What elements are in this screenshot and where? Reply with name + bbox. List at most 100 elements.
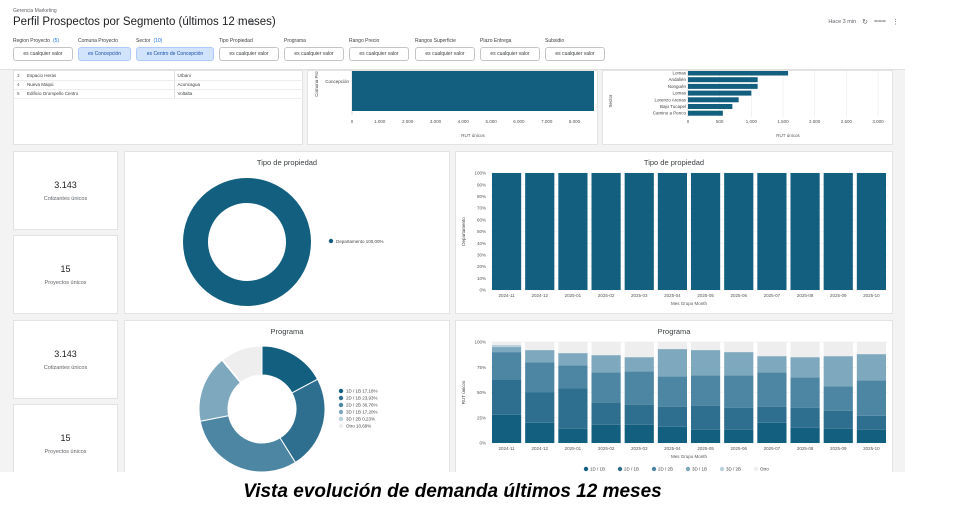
bar-segment[interactable] bbox=[624, 371, 654, 405]
bar-segment[interactable] bbox=[823, 386, 853, 411]
filter-value-chip[interactable]: es cualquier valor bbox=[13, 47, 73, 61]
bar-segment[interactable] bbox=[525, 392, 555, 423]
bar-segment[interactable] bbox=[525, 362, 555, 393]
bar-segment[interactable] bbox=[558, 388, 588, 429]
more-options-icon[interactable]: ⋮ bbox=[892, 19, 899, 26]
filter-value-chip[interactable]: es cualquier valor bbox=[349, 47, 409, 61]
bar-segment[interactable] bbox=[525, 350, 555, 363]
bar-segment[interactable] bbox=[690, 342, 721, 351]
sector-bar[interactable] bbox=[688, 110, 723, 116]
bar-segment[interactable] bbox=[558, 365, 588, 389]
bar-segment[interactable] bbox=[790, 427, 820, 443]
bar-segment[interactable] bbox=[624, 357, 654, 372]
bar-segment[interactable] bbox=[624, 404, 654, 425]
bar-segment[interactable] bbox=[724, 429, 754, 443]
bar-segment[interactable] bbox=[657, 349, 688, 377]
bar-segment[interactable] bbox=[856, 415, 887, 430]
bar-segment[interactable] bbox=[591, 355, 621, 373]
sector-bar[interactable] bbox=[688, 77, 758, 83]
filter-value-chip[interactable]: es Concepción bbox=[78, 47, 131, 61]
filter-value-chip[interactable]: es cualquier valor bbox=[480, 47, 540, 61]
bar-segment[interactable] bbox=[591, 173, 621, 290]
bar-segment[interactable] bbox=[823, 428, 853, 443]
bar-segment[interactable] bbox=[491, 342, 522, 346]
slice-departamento[interactable] bbox=[183, 178, 311, 306]
sector-bar[interactable] bbox=[688, 90, 752, 96]
bar-segment[interactable] bbox=[491, 347, 522, 353]
filter-value-chip[interactable]: es cualquier valor bbox=[545, 47, 605, 61]
bar-segment[interactable] bbox=[757, 342, 787, 357]
bar-segment[interactable] bbox=[657, 426, 688, 443]
sector-bar[interactable] bbox=[688, 97, 739, 103]
bar-segment[interactable] bbox=[790, 407, 820, 428]
bar-segment[interactable] bbox=[724, 173, 754, 290]
favorite-heart-icon[interactable]: ♡ bbox=[236, 18, 244, 27]
bar-segment[interactable] bbox=[823, 410, 853, 429]
bar-segment[interactable] bbox=[657, 376, 688, 407]
bar-segment[interactable] bbox=[624, 424, 654, 443]
bar-segment[interactable] bbox=[757, 422, 787, 443]
bar-segment[interactable] bbox=[790, 342, 820, 358]
bar-segment[interactable] bbox=[491, 352, 522, 380]
bar-segment[interactable] bbox=[856, 354, 887, 381]
bar-segment[interactable] bbox=[856, 429, 887, 443]
bar-segment[interactable] bbox=[856, 173, 887, 290]
bar-segment[interactable] bbox=[690, 429, 721, 443]
filter-value-chip[interactable]: es cualquier valor bbox=[415, 47, 475, 61]
bar-segment[interactable] bbox=[856, 342, 887, 355]
bar-segment[interactable] bbox=[491, 414, 522, 443]
bar-segment[interactable] bbox=[624, 342, 654, 358]
bar-segment[interactable] bbox=[558, 173, 588, 290]
table-row[interactable]: 3 Espacio Heras Urbani bbox=[14, 71, 304, 81]
sector-bar[interactable] bbox=[688, 70, 789, 76]
bar-segment[interactable] bbox=[823, 356, 853, 387]
filter-value-chip[interactable]: es cualquier valor bbox=[219, 47, 279, 61]
bar-segment[interactable] bbox=[790, 377, 820, 408]
bar-segment[interactable] bbox=[690, 375, 721, 406]
refresh-icon[interactable]: ↻ bbox=[862, 19, 869, 26]
bar-segment[interactable] bbox=[525, 173, 555, 290]
bar-segment[interactable] bbox=[757, 173, 787, 290]
slice-2[interactable] bbox=[199, 415, 297, 472]
bar-segment[interactable] bbox=[558, 342, 588, 354]
bar-segment[interactable] bbox=[657, 173, 688, 290]
bar-segment[interactable] bbox=[790, 357, 820, 378]
bar-segment[interactable] bbox=[757, 356, 787, 373]
bar-segment[interactable] bbox=[724, 375, 754, 408]
bar-segment[interactable] bbox=[525, 422, 555, 443]
filter-value-chip[interactable]: es Centro de Concepción bbox=[136, 47, 214, 61]
bar-segment[interactable] bbox=[657, 406, 688, 427]
table-row[interactable]: 5 Edificio Orompello Centro Voltalta bbox=[14, 89, 304, 99]
bar-segment[interactable] bbox=[491, 345, 522, 348]
table-row[interactable]: 4 Nueva Maipú Aconcagua bbox=[14, 80, 304, 90]
bar-segment[interactable] bbox=[591, 372, 621, 403]
bar-segment[interactable] bbox=[558, 353, 588, 366]
bar-segment[interactable] bbox=[790, 173, 820, 290]
slice-5[interactable] bbox=[222, 345, 263, 384]
bar-segment[interactable] bbox=[690, 350, 721, 376]
sector-bar[interactable] bbox=[688, 83, 758, 89]
bar-segment[interactable] bbox=[757, 406, 787, 423]
bar-segment[interactable] bbox=[823, 342, 853, 357]
bar-segment[interactable] bbox=[491, 173, 522, 290]
bar-segment[interactable] bbox=[724, 407, 754, 430]
bar-segment[interactable] bbox=[624, 173, 654, 290]
bar-segment[interactable] bbox=[690, 173, 721, 290]
bar-segment[interactable] bbox=[690, 405, 721, 430]
sector-bar[interactable] bbox=[688, 104, 733, 109]
filter-icon[interactable]: ⩶ bbox=[874, 18, 886, 25]
bar-segment[interactable] bbox=[591, 424, 621, 443]
bar-segment[interactable] bbox=[823, 173, 853, 290]
bar-segment[interactable] bbox=[657, 342, 688, 350]
bar-segment[interactable] bbox=[724, 352, 754, 376]
bar-segment[interactable] bbox=[591, 402, 621, 425]
copy-icon[interactable]: ⧉ bbox=[248, 18, 255, 27]
bar-segment[interactable] bbox=[856, 380, 887, 416]
bar-segment[interactable] bbox=[525, 342, 555, 351]
filter-value-chip[interactable]: es cualquier valor bbox=[284, 47, 344, 61]
bar-segment[interactable] bbox=[591, 342, 621, 356]
bar-segment[interactable] bbox=[558, 428, 588, 443]
bar-concepcion[interactable] bbox=[352, 71, 594, 111]
bar-segment[interactable] bbox=[757, 372, 787, 407]
bar-segment[interactable] bbox=[724, 342, 754, 353]
